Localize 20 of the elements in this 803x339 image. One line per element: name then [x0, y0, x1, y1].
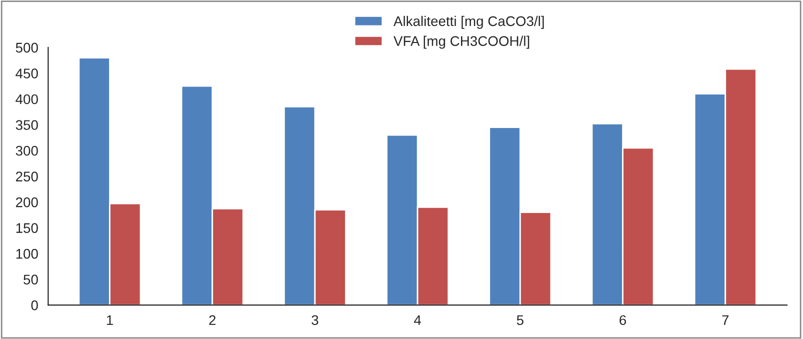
y-tick-label: 100 — [16, 248, 38, 259]
x-tick-label: 1 — [106, 315, 113, 325]
x-tick-label: 4 — [414, 315, 422, 325]
legend-label: Alkaliteetti [mg CaCO3/l] — [394, 16, 544, 29]
y-tick-label: 350 — [16, 120, 38, 130]
y-tick-label: 50 — [24, 274, 38, 285]
y-tick-label: 300 — [16, 146, 38, 156]
y-tick-label: 500 — [16, 42, 38, 53]
x-tick-label: 2 — [209, 315, 216, 325]
x-tick-label: 6 — [620, 315, 626, 326]
y-tick-label: 0 — [31, 300, 38, 310]
y-tick-label: 450 — [16, 68, 38, 78]
y-tick-label: 400 — [16, 94, 38, 104]
y-tick-label: 250 — [16, 172, 38, 182]
x-tick-label: 5 — [516, 315, 524, 326]
x-tick-label: 3 — [312, 315, 318, 326]
legend-label: VFA [mg CH3COOH/l] — [394, 36, 530, 49]
y-tick-label: 150 — [16, 223, 38, 233]
x-tick-label: 7 — [722, 315, 729, 325]
y-tick-label: 200 — [16, 197, 38, 208]
